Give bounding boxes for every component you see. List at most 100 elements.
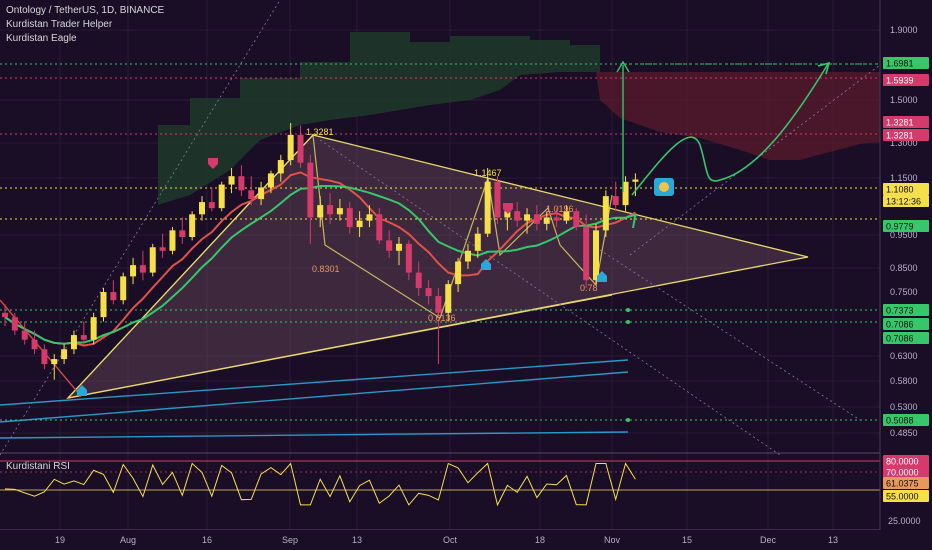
price-tag: 13:12:36 — [883, 195, 929, 207]
candle-body — [622, 181, 629, 206]
moving-averages — [4, 171, 637, 347]
candle-body — [336, 208, 343, 215]
time-axis: 19 Aug 16 Sep 13 Oct 18 Nov 15 Dec 13 — [0, 530, 880, 550]
pivot-labels: 1.3281 0.8301 1.1467 1.0196 0.78 0.6136 — [306, 127, 598, 323]
candle-body — [31, 339, 38, 350]
price-tag-text: 1.6981 — [886, 59, 914, 69]
rsi-tag-bg — [883, 477, 929, 489]
legend-indicator-1: Kurdistan Trader Helper — [6, 19, 113, 30]
price-tag: 0.5088 — [883, 414, 929, 426]
candle-body — [90, 317, 97, 340]
candle-body — [356, 220, 363, 228]
price-tag: 1.3281 — [883, 129, 929, 141]
time-axis-bg — [0, 530, 880, 550]
level-dot — [626, 320, 630, 324]
price-tag-bg — [883, 183, 929, 195]
rsi-tag: 61.0375 — [883, 477, 929, 489]
candle-body — [51, 359, 58, 365]
trendline — [0, 431, 629, 439]
candle-body — [415, 272, 422, 289]
level-dot — [626, 308, 630, 312]
candle-body — [208, 202, 215, 209]
candle-body — [218, 184, 225, 209]
price-tag: 0.7373 — [883, 304, 929, 316]
price-tag: 0.7086 — [883, 318, 929, 330]
candle-body — [189, 214, 196, 238]
price-tag-text: 13:12:36 — [886, 197, 921, 207]
candle-body — [583, 227, 590, 281]
time-tick: Oct — [443, 535, 458, 545]
rsi-tag: 70.0000 — [883, 466, 929, 478]
legend-symbol: Ontology / TetherUS, 1D, BINANCE — [6, 5, 165, 16]
candle-body — [386, 240, 393, 251]
candle-body — [159, 247, 166, 251]
trendlines — [0, 0, 881, 456]
price-tick: 0.8500 — [890, 263, 918, 273]
rsi-tag-text: 61.0375 — [886, 479, 919, 489]
candle-body — [80, 335, 87, 340]
price-tags: 1.6981 1.5939 1.3281 1.3281 1.1080 13:12:36 0.… — [883, 57, 929, 502]
time-tick: 15 — [682, 535, 692, 545]
candle-body — [277, 160, 284, 174]
candle-body — [11, 317, 18, 331]
markers — [77, 158, 674, 422]
price-tick: 0.5800 — [890, 376, 918, 386]
candle-body — [524, 214, 531, 221]
candle-body — [228, 176, 235, 185]
candle-body — [179, 230, 186, 238]
candle-body — [70, 335, 77, 350]
buy-marker — [77, 385, 87, 396]
price-tag-text: 1.5939 — [886, 76, 914, 86]
price-tick: 0.5300 — [890, 402, 918, 412]
pivot-label: 1.0196 — [546, 204, 574, 214]
candle-body — [553, 217, 560, 221]
price-tag-bg — [883, 116, 929, 128]
buy-marker — [481, 259, 491, 270]
rsi-tag-bg — [883, 455, 929, 467]
candle-body — [593, 230, 599, 281]
pivot-label: 0.78 — [580, 283, 598, 293]
price-tag-text: 0.7086 — [886, 334, 914, 344]
price-tag-bg — [883, 195, 929, 207]
candle-body — [533, 214, 540, 224]
trendline — [0, 359, 629, 406]
time-tick: 18 — [535, 535, 545, 545]
price-tag-bg — [883, 129, 929, 141]
candle-body — [307, 162, 314, 218]
diagonal-dotted — [0, 0, 281, 456]
candle-body — [2, 312, 8, 318]
rsi-tag-text: 55.0000 — [886, 492, 919, 502]
candle-body — [21, 330, 28, 340]
candle-body — [169, 230, 176, 251]
price-tick: 0.7500 — [890, 287, 918, 297]
price-tag-text: 0.5088 — [886, 416, 914, 426]
price-tag: 1.3281 — [883, 116, 929, 128]
candle-body — [435, 296, 442, 313]
price-tag-text: 1.3281 — [886, 118, 914, 128]
rsi-tag-text: 70.0000 — [886, 468, 919, 478]
price-tag-text: 0.9779 — [886, 222, 914, 232]
price-tag: 0.7086 — [883, 332, 929, 344]
candle-body — [514, 211, 521, 221]
candle-body — [248, 190, 255, 200]
price-tag-text: 1.3281 — [886, 131, 914, 141]
rsi-title: Kurdistani RSI — [6, 461, 70, 472]
zigzag-line — [67, 133, 613, 399]
rsi-tag: 80.0000 — [883, 455, 929, 467]
buy-marker — [597, 271, 607, 282]
price-tag-text: 0.7373 — [886, 306, 914, 316]
time-tick: Dec — [760, 535, 777, 545]
price-tag-bg — [883, 414, 929, 426]
signal-icon — [659, 182, 669, 192]
time-tick: 13 — [352, 535, 362, 545]
pivot-label: 1.1467 — [474, 168, 502, 178]
candle-body — [120, 276, 127, 301]
target-arrowhead — [616, 60, 630, 73]
price-tag-bg — [883, 304, 929, 316]
pivot-label: 0.8301 — [312, 264, 340, 274]
sell-marker — [208, 158, 218, 169]
price-tick: 1.5000 — [890, 95, 918, 105]
projected-arrowhead — [817, 61, 831, 75]
price-tag-bg — [883, 57, 929, 69]
